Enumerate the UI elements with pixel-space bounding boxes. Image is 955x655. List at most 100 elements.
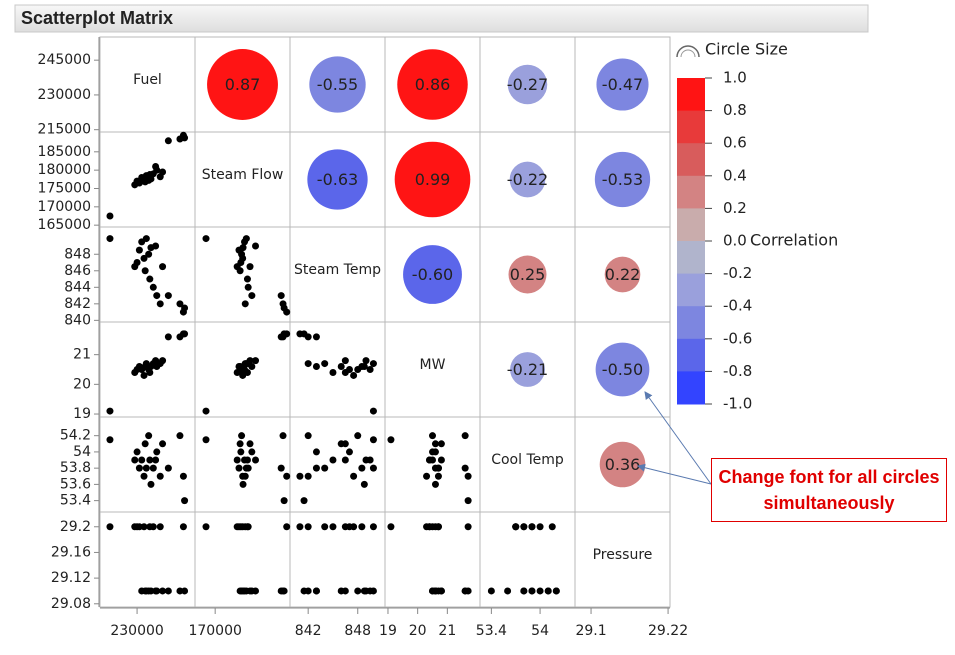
point: [304, 472, 312, 480]
panel: [99, 36, 196, 133]
point: [277, 292, 285, 300]
point: [164, 464, 172, 472]
point: [138, 456, 146, 464]
point: [341, 357, 349, 365]
colorbar-tick-label: 1.0: [723, 69, 747, 87]
panel: [574, 511, 671, 608]
point: [133, 259, 141, 267]
point: [321, 464, 329, 472]
point: [512, 523, 520, 531]
point: [437, 456, 445, 464]
point: [362, 456, 370, 464]
point: [239, 587, 247, 595]
point: [241, 523, 249, 531]
variable-label: Cool Temp: [491, 452, 564, 468]
point: [426, 456, 434, 464]
point: [244, 464, 252, 472]
correlation-label: -0.60: [412, 265, 453, 284]
colorbar-band: [677, 175, 705, 209]
point: [280, 330, 288, 338]
point: [176, 432, 184, 440]
colorbar-band: [677, 208, 705, 242]
point: [337, 363, 345, 371]
point: [181, 304, 189, 312]
point: [358, 464, 366, 472]
panel: [99, 131, 196, 228]
panel: [99, 416, 196, 513]
point: [142, 464, 150, 472]
point: [159, 587, 167, 595]
y-tick-label: 54: [73, 444, 91, 460]
point: [296, 472, 304, 480]
y-tick-label: 20: [73, 376, 91, 392]
correlation-circle: [309, 56, 366, 113]
point: [536, 523, 544, 531]
point: [133, 448, 141, 456]
correlation-label: -0.55: [317, 75, 358, 94]
y-tick-label: 844: [64, 279, 91, 295]
y-tick-label: 230000: [38, 87, 91, 103]
x-tick-label: 20: [409, 623, 427, 639]
point: [431, 448, 439, 456]
point: [241, 300, 249, 308]
point: [153, 166, 161, 174]
point: [350, 523, 358, 531]
point: [141, 440, 149, 448]
point: [159, 263, 167, 271]
point: [366, 366, 374, 373]
point: [241, 472, 249, 480]
point: [304, 360, 312, 368]
correlation-circle: [307, 149, 368, 210]
variable-label: MW: [420, 357, 446, 373]
colorbar-tick-label: 0.8: [723, 101, 747, 119]
colorbar-band: [677, 143, 705, 177]
annotation: Change font for all circles simultaneous…: [711, 458, 947, 522]
correlation-circle: [397, 49, 468, 120]
point: [277, 464, 285, 472]
point: [369, 587, 377, 595]
point: [312, 363, 320, 371]
correlation-label: 0.86: [415, 75, 451, 94]
point: [487, 587, 495, 595]
point: [156, 523, 164, 531]
point: [369, 360, 377, 368]
x-tick-label: 54: [531, 623, 549, 639]
correlation-label: -0.50: [602, 360, 643, 379]
point: [464, 497, 472, 505]
x-tick-label: 19: [379, 623, 397, 639]
correlation-circle: [509, 161, 546, 198]
point: [341, 440, 349, 448]
colorbar-tick-label: -0.8: [723, 362, 752, 380]
point: [146, 456, 154, 464]
y-tick-label: 185000: [38, 144, 91, 160]
panel: [479, 416, 576, 513]
panel: [384, 321, 481, 418]
point: [153, 448, 161, 456]
x-tick-label: 848: [344, 623, 371, 639]
point: [164, 333, 172, 341]
y-tick-label: 165000: [38, 217, 91, 233]
colorbar-band: [677, 110, 705, 144]
point: [153, 292, 161, 300]
correlation-circle: [594, 151, 651, 208]
correlation-label: 0.25: [510, 265, 546, 284]
colorbar-tick-label: 0.6: [723, 134, 747, 152]
colorbar-band: [677, 78, 705, 112]
size-icon: [680, 49, 696, 58]
point: [246, 263, 254, 271]
point: [246, 587, 254, 595]
chart-title: Scatterplot Matrix: [21, 8, 173, 28]
correlation-circle: [207, 49, 278, 120]
y-tick-label: 29.08: [51, 596, 91, 612]
point: [341, 587, 349, 595]
correlation-circle: [403, 245, 462, 304]
title-bar: [14, 4, 869, 33]
point: [312, 587, 320, 595]
x-tick-label: 29.1: [575, 623, 606, 639]
point: [536, 587, 544, 595]
point: [304, 523, 312, 531]
point: [248, 363, 256, 371]
correlation-circle: [508, 255, 547, 294]
point: [135, 246, 143, 254]
point: [248, 292, 256, 300]
